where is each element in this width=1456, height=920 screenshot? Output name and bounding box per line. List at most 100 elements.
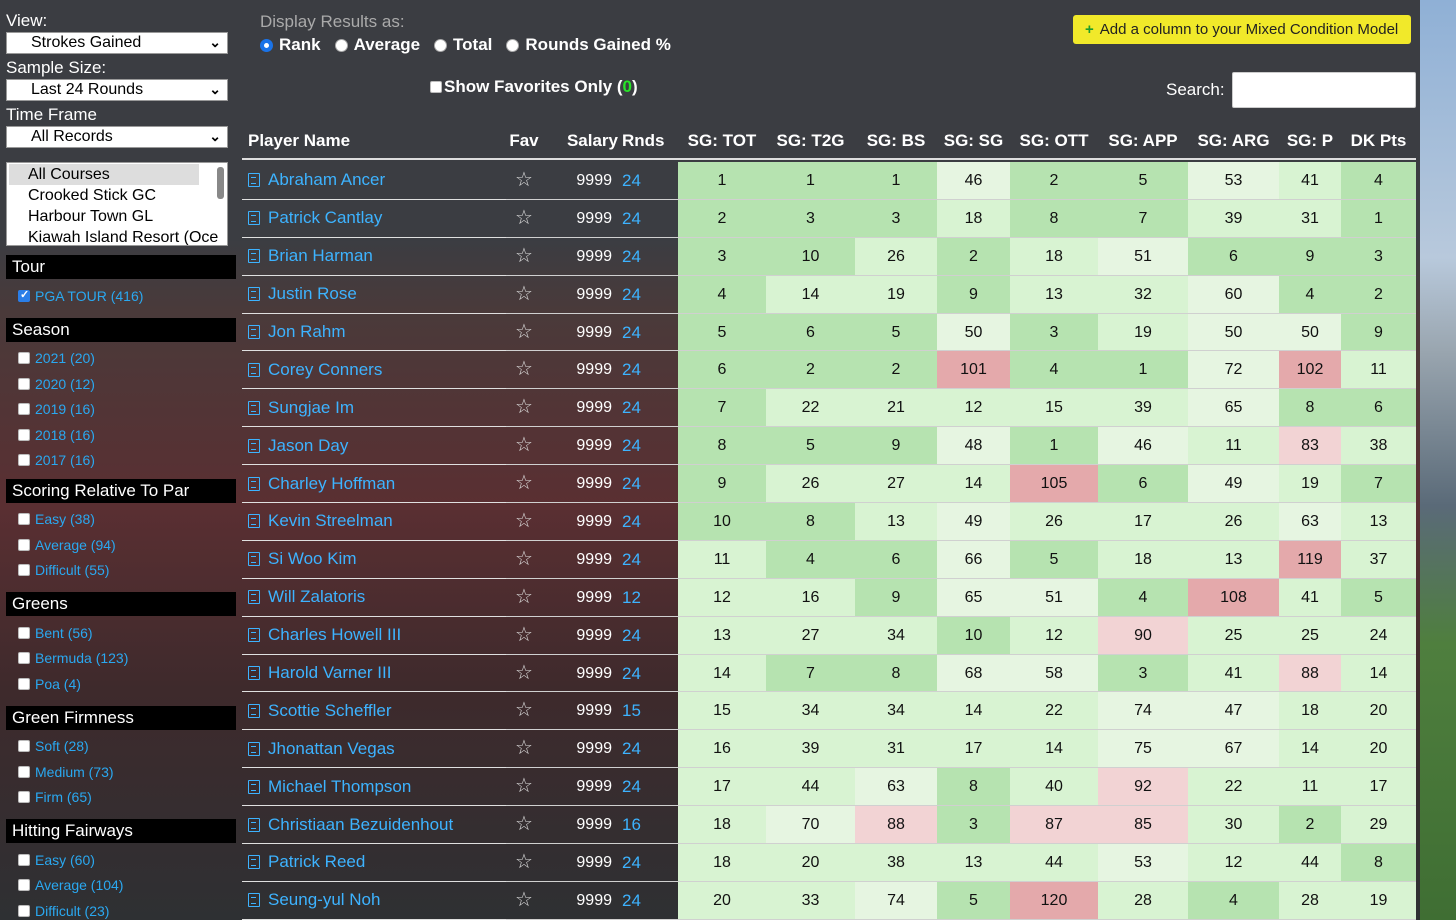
- document-icon[interactable]: [248, 817, 260, 832]
- filter-option[interactable]: PGA TOUR (416): [6, 283, 236, 309]
- display-mode-radio[interactable]: Rounds Gained %: [506, 35, 671, 55]
- filter-option[interactable]: Difficult (55): [6, 558, 236, 584]
- rounds-link[interactable]: 24: [622, 246, 641, 266]
- rounds-link[interactable]: 24: [622, 398, 641, 418]
- sample-size-select[interactable]: Last 24 Rounds ⌄: [6, 79, 228, 101]
- player-name-link[interactable]: Michael Thompson: [268, 776, 412, 796]
- rounds-link[interactable]: 24: [622, 549, 641, 569]
- filter-checkbox[interactable]: [18, 564, 30, 577]
- filter-option[interactable]: 2017 (16): [6, 448, 236, 470]
- filter-option[interactable]: Poa (4): [6, 671, 236, 697]
- player-name-cell[interactable]: Seung-yul Noh: [242, 882, 506, 920]
- rounds-link[interactable]: 24: [622, 171, 641, 190]
- document-icon[interactable]: [248, 855, 260, 870]
- radio-button[interactable]: [434, 38, 448, 52]
- column-header[interactable]: SG: TOT: [687, 131, 757, 150]
- favorite-star-icon[interactable]: ☆: [515, 888, 533, 911]
- player-name-link[interactable]: Christiaan Bezuidenhout: [268, 814, 454, 834]
- player-name-cell[interactable]: Justin Rose: [242, 276, 506, 314]
- filter-option[interactable]: Bermuda (123): [6, 646, 236, 672]
- favorite-star-icon[interactable]: ☆: [515, 320, 533, 343]
- filter-checkbox[interactable]: [18, 791, 30, 804]
- player-name-link[interactable]: Patrick Reed: [268, 852, 366, 872]
- favorite-star-icon[interactable]: ☆: [515, 396, 533, 419]
- rounds-link[interactable]: 24: [622, 208, 641, 228]
- add-column-button[interactable]: + Add a column to your Mixed Condition Mo…: [1073, 15, 1411, 44]
- rounds-link[interactable]: 24: [622, 890, 641, 910]
- rounds-link[interactable]: 24: [622, 853, 641, 873]
- favorite-star-icon[interactable]: ☆: [515, 775, 533, 798]
- document-icon[interactable]: [248, 173, 260, 188]
- player-name-cell[interactable]: Charley Hoffman: [242, 465, 506, 504]
- column-header[interactable]: Fav: [509, 131, 539, 150]
- course-listbox[interactable]: All Courses Crooked Stick GC Harbour Tow…: [6, 162, 228, 246]
- player-name-cell[interactable]: Scottie Scheffler: [242, 692, 506, 731]
- filter-option[interactable]: 2019 (16): [6, 397, 236, 423]
- radio-button[interactable]: [506, 38, 520, 52]
- display-mode-radio[interactable]: Average: [334, 35, 420, 55]
- filter-option[interactable]: Easy (38): [6, 507, 236, 533]
- filter-checkbox[interactable]: [18, 538, 30, 551]
- player-name-link[interactable]: Patrick Cantlay: [268, 208, 383, 228]
- filter-checkbox[interactable]: [18, 740, 30, 753]
- display-mode-radio[interactable]: Total: [434, 35, 492, 55]
- favorite-star-icon[interactable]: ☆: [515, 585, 533, 608]
- filter-option[interactable]: Firm (65): [6, 785, 236, 811]
- filter-checkbox[interactable]: [18, 288, 30, 302]
- course-option[interactable]: Harbour Town GL: [28, 208, 154, 225]
- document-icon[interactable]: [248, 211, 260, 226]
- column-header[interactable]: SG: T2G: [776, 131, 845, 150]
- filter-option[interactable]: Easy (60): [6, 847, 236, 873]
- favorite-star-icon[interactable]: ☆: [515, 699, 533, 722]
- player-name-cell[interactable]: Si Woo Kim: [242, 541, 506, 579]
- player-name-cell[interactable]: Patrick Cantlay: [242, 200, 506, 238]
- favorite-star-icon[interactable]: ☆: [515, 434, 533, 457]
- filter-option[interactable]: Bent (56): [6, 620, 236, 646]
- document-icon[interactable]: [248, 325, 260, 339]
- player-name-link[interactable]: Justin Rose: [268, 284, 357, 304]
- rounds-link[interactable]: 24: [622, 360, 641, 380]
- document-icon[interactable]: [248, 779, 260, 794]
- filter-checkbox[interactable]: [18, 513, 30, 526]
- player-name-cell[interactable]: Kevin Streelman: [242, 503, 506, 541]
- column-header[interactable]: SG: ARG: [1197, 131, 1270, 150]
- show-favorites-toggle[interactable]: Show Favorites Only (0): [430, 77, 638, 97]
- favorite-star-icon[interactable]: ☆: [515, 851, 533, 874]
- rounds-link[interactable]: 12: [622, 587, 641, 607]
- document-icon[interactable]: [248, 590, 260, 605]
- column-header[interactable]: Rnds: [622, 131, 665, 150]
- player-name-link[interactable]: Si Woo Kim: [268, 549, 357, 569]
- document-icon[interactable]: [248, 703, 260, 718]
- column-header[interactable]: DK Pts: [1350, 131, 1407, 150]
- rounds-link[interactable]: 24: [622, 474, 641, 494]
- favorite-star-icon[interactable]: ☆: [515, 169, 533, 191]
- document-icon[interactable]: [248, 893, 260, 908]
- player-name-cell[interactable]: Jason Day: [242, 427, 506, 466]
- time-frame-select[interactable]: All Records ⌄: [6, 126, 228, 148]
- player-name-cell[interactable]: Christiaan Bezuidenhout: [242, 806, 506, 845]
- rounds-link[interactable]: 24: [622, 777, 641, 797]
- course-list-scrollbar[interactable]: [217, 167, 224, 199]
- filter-checkbox[interactable]: [18, 765, 30, 778]
- filter-option[interactable]: 2018 (16): [6, 422, 236, 448]
- radio-button[interactable]: [334, 38, 348, 52]
- column-header[interactable]: Player Name: [248, 131, 351, 150]
- column-header[interactable]: SG: BS: [866, 131, 926, 150]
- favorite-star-icon[interactable]: ☆: [515, 661, 533, 684]
- filter-checkbox[interactable]: [18, 652, 30, 665]
- player-name-cell[interactable]: Corey Conners: [242, 351, 506, 390]
- column-header[interactable]: SG: SG: [943, 131, 1004, 150]
- course-option[interactable]: All Courses: [9, 164, 199, 185]
- document-icon[interactable]: [248, 362, 260, 377]
- favorite-star-icon[interactable]: ☆: [515, 547, 533, 570]
- favorite-star-icon[interactable]: ☆: [515, 737, 533, 760]
- column-header[interactable]: SG: APP: [1108, 131, 1178, 150]
- document-icon[interactable]: [248, 400, 260, 415]
- favorite-star-icon[interactable]: ☆: [515, 282, 533, 305]
- player-name-cell[interactable]: Will Zalatoris: [242, 579, 506, 617]
- filter-checkbox[interactable]: [18, 626, 30, 639]
- document-icon[interactable]: [248, 476, 260, 491]
- player-name-link[interactable]: Harold Varner III: [268, 663, 392, 683]
- rounds-link[interactable]: 16: [622, 815, 641, 835]
- favorite-star-icon[interactable]: ☆: [515, 510, 533, 533]
